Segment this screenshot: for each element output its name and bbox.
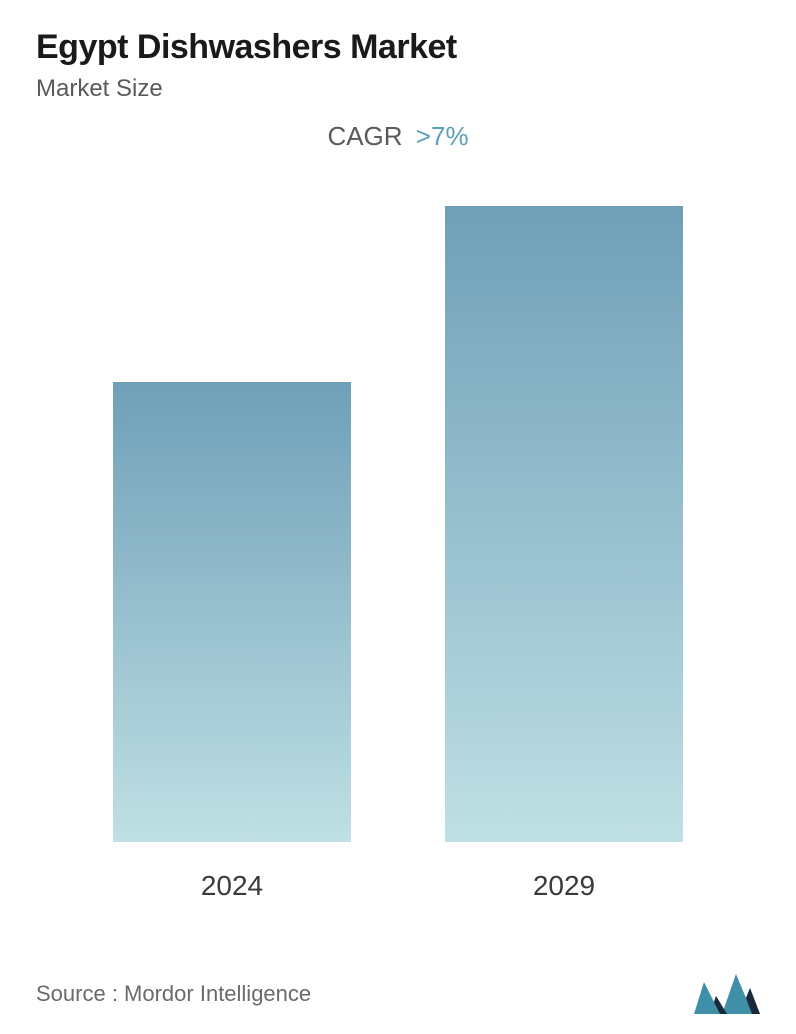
bar-chart: 2024 2029 [36,202,760,902]
x-label-2024: 2024 [102,856,362,902]
source-text: Source : Mordor Intelligence [36,981,311,1007]
cagr-label: CAGR [327,121,402,151]
x-label-2029: 2029 [434,856,694,902]
mordor-logo-icon [694,974,760,1014]
cagr-label-row: CAGR >7% [36,121,760,152]
bar-wrapper-2024 [102,382,362,842]
chart-subtitle: Market Size [36,75,760,103]
bar-2024 [113,382,351,842]
cagr-value: 7% [431,121,469,151]
x-axis-labels: 2024 2029 [36,856,760,902]
chart-title: Egypt Dishwashers Market [36,28,760,67]
bar-2029 [445,206,683,842]
bars-container [36,202,760,842]
footer: Source : Mordor Intelligence [36,974,760,1014]
bar-wrapper-2029 [434,206,694,842]
cagr-operator: > [416,121,431,151]
